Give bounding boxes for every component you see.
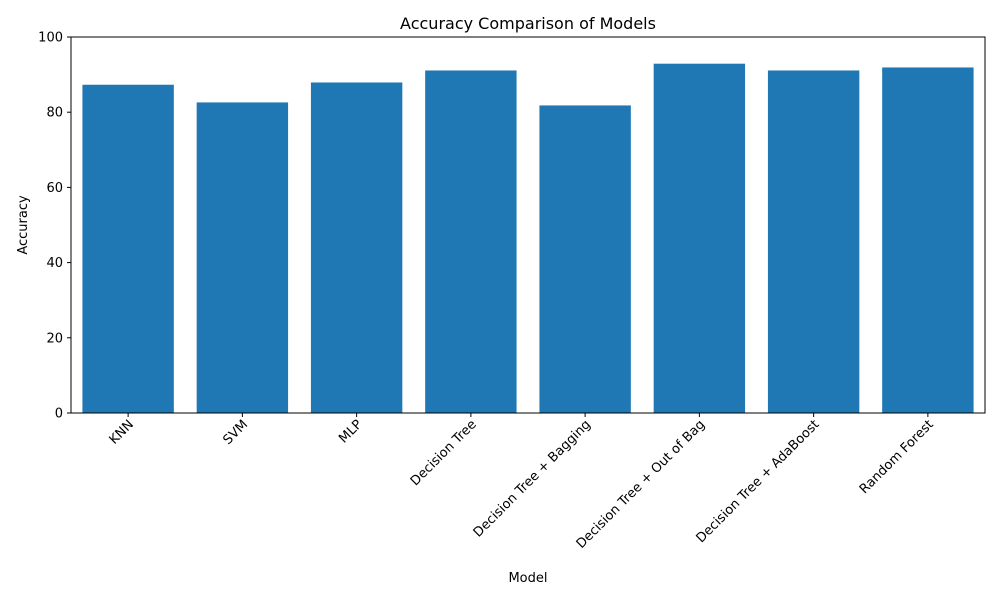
x-tick-label: MLP [336, 417, 365, 446]
chart-title: Accuracy Comparison of Models [400, 14, 656, 33]
y-tick-label: 80 [46, 106, 63, 121]
y-axis-ticks: 0 20 40 60 80 100 [38, 31, 71, 422]
y-tick-label: 60 [46, 181, 63, 196]
y-tick-label: 100 [38, 31, 63, 46]
x-axis-label: Model [508, 571, 547, 586]
y-tick-label: 40 [46, 256, 63, 271]
y-axis-label: Accuracy [16, 195, 31, 255]
x-tick-label: SVM [221, 417, 252, 448]
x-tick-label: Decision Tree + Bagging [471, 417, 594, 540]
y-tick-label: 0 [55, 407, 63, 422]
x-tick-label: Decision Tree [408, 417, 480, 489]
x-tick-label: Decision Tree + Out of Bag [574, 417, 709, 552]
bar [767, 70, 860, 414]
x-tick-label: Decision Tree + AdaBoost [694, 417, 823, 546]
bar [653, 63, 746, 414]
bars-group [82, 63, 974, 414]
bar [310, 82, 403, 413]
x-tick-label: Random Forest [857, 417, 937, 497]
plot-frame [70, 36, 986, 414]
bar [539, 105, 631, 413]
x-tick-label: KNN [107, 417, 137, 447]
y-tick-label: 20 [46, 331, 63, 346]
bar [425, 70, 517, 414]
bar [82, 84, 174, 413]
bar [882, 67, 974, 414]
bar [196, 102, 289, 413]
